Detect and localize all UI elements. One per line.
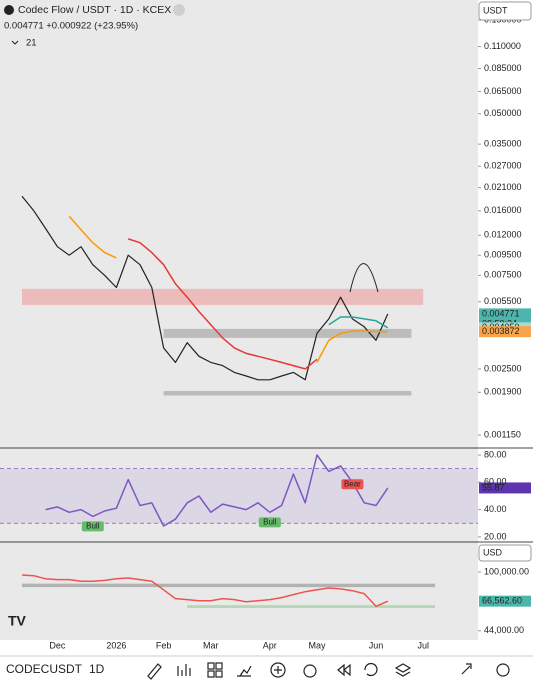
indicators[interactable] bbox=[177, 664, 191, 676]
y-tick-label: 0.016000 bbox=[484, 205, 522, 215]
currency-select[interactable] bbox=[478, 1, 532, 21]
indicator-count: 21 bbox=[26, 38, 37, 49]
series-line bbox=[45, 454, 389, 527]
y-tick-label: 0.012000 bbox=[484, 230, 522, 240]
y-tick-label: 0.001900 bbox=[484, 387, 522, 397]
y-tick-label: 0.001150 bbox=[484, 429, 521, 439]
time-label: May bbox=[308, 640, 326, 650]
y-tick-label: 0.002500 bbox=[484, 363, 522, 373]
templates[interactable] bbox=[215, 662, 223, 670]
currency-label: USDT bbox=[483, 5, 508, 15]
signal-badge bbox=[258, 517, 281, 528]
zone bbox=[22, 583, 435, 588]
favorite[interactable] bbox=[173, 4, 185, 16]
layers-tool[interactable] bbox=[394, 663, 412, 677]
series-line bbox=[21, 195, 389, 381]
price-tags: 0.00477108:59:340.0040500.00387255.8766,… bbox=[479, 308, 531, 607]
toolbar-interval[interactable]: 1D bbox=[89, 662, 105, 676]
templates[interactable] bbox=[207, 670, 215, 678]
time-label: Jun bbox=[369, 640, 384, 650]
price-tag bbox=[479, 326, 531, 338]
collapse-icon[interactable] bbox=[11, 40, 19, 45]
y-tick-label: 80.00 bbox=[484, 449, 507, 459]
logo: TV bbox=[8, 613, 27, 629]
y-tick-label: 0.009500 bbox=[484, 250, 522, 260]
signal-label: Bull bbox=[263, 517, 277, 526]
price-tag bbox=[479, 595, 531, 607]
time-label: Mar bbox=[203, 640, 219, 650]
settings[interactable] bbox=[496, 663, 510, 677]
signal-badge bbox=[81, 521, 104, 532]
signal-label: Bear bbox=[344, 479, 361, 488]
toolbar-symbol[interactable]: CODECUSDT bbox=[6, 662, 83, 676]
price-tag-label: 0.004771 bbox=[482, 308, 520, 318]
y-tick-label: 0.005500 bbox=[484, 296, 522, 306]
zone bbox=[163, 328, 412, 338]
y-tick-label: 20.00 bbox=[484, 531, 507, 541]
price-tag bbox=[479, 482, 531, 494]
zone bbox=[187, 605, 435, 609]
y-tick-label: 60.00 bbox=[484, 477, 507, 487]
currency-label: USD bbox=[483, 547, 503, 557]
price-tag-label: 0.003872 bbox=[482, 326, 520, 336]
price-change: 0.004771 +0.000922 (+23.95%) bbox=[4, 21, 138, 32]
currency-select[interactable] bbox=[478, 544, 532, 562]
time-label: Jul bbox=[417, 640, 429, 650]
plot-bg bbox=[0, 0, 478, 640]
series-line bbox=[328, 316, 389, 329]
fullscreen[interactable] bbox=[461, 663, 472, 675]
add[interactable] bbox=[270, 662, 286, 678]
layers: 0.00477108:59:340.0040500.00387255.8766,… bbox=[0, 15, 531, 650]
replay[interactable] bbox=[337, 663, 351, 677]
compare[interactable] bbox=[237, 665, 252, 677]
symbol-icon bbox=[4, 5, 14, 15]
y-tick-label: 100,000.00 bbox=[484, 566, 529, 576]
y-tick-label: 40.00 bbox=[484, 504, 507, 514]
alert[interactable] bbox=[303, 664, 317, 678]
price-tag-label: 55.87 bbox=[482, 482, 505, 492]
time-label: Dec bbox=[49, 640, 66, 650]
y-tick-label: 0.065000 bbox=[484, 86, 522, 96]
zone bbox=[163, 390, 412, 396]
y-tick-label: 0.007500 bbox=[484, 270, 522, 280]
undo[interactable] bbox=[364, 662, 378, 677]
signal-badge bbox=[341, 479, 364, 490]
zone bbox=[22, 288, 424, 305]
y-tick-label: 44,000.00 bbox=[484, 625, 524, 635]
series-line bbox=[68, 215, 388, 363]
time-label: Apr bbox=[263, 640, 277, 650]
y-tick-label: 0.050000 bbox=[484, 108, 522, 118]
rsi-band bbox=[0, 468, 478, 524]
templates[interactable] bbox=[215, 670, 223, 678]
symbol-title: Codec Flow / USDT · 1D · KCEX bbox=[18, 4, 171, 16]
y-tick-label: 0.035000 bbox=[484, 138, 522, 148]
time-label: 2026 bbox=[106, 640, 126, 650]
toolbar-icons bbox=[147, 662, 510, 680]
toolbar bbox=[0, 656, 533, 680]
y-tick-label: 0.085000 bbox=[484, 63, 522, 73]
draw-tool[interactable] bbox=[147, 663, 162, 680]
y-tick-label: 0.110000 bbox=[484, 41, 521, 51]
price-tag-label: 66,562.60 bbox=[482, 596, 522, 606]
add[interactable] bbox=[274, 666, 282, 674]
y-tick-label: 0.027000 bbox=[484, 161, 522, 171]
templates[interactable] bbox=[207, 662, 215, 670]
time-label: Feb bbox=[156, 640, 172, 650]
signal-label: Bull bbox=[86, 522, 100, 531]
y-tick-label: 0.021000 bbox=[484, 182, 522, 192]
arc-drawing bbox=[349, 263, 379, 293]
series-line bbox=[21, 574, 389, 608]
series-line bbox=[127, 238, 318, 370]
